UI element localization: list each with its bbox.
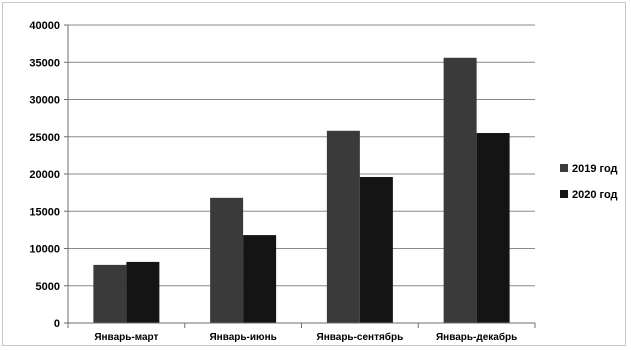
bar-series-1 [210, 197, 244, 323]
bar-series-2 [476, 133, 510, 323]
bar-series-2 [126, 261, 160, 323]
legend-swatch [560, 190, 568, 198]
y-tick-label: 20000 [29, 169, 60, 181]
x-category-label: Январь-сентябрь [317, 331, 404, 343]
axes [64, 24, 536, 328]
y-axis-tick-labels: 0 5000 10000 15000 20000 25000 30000 35000 40000 [29, 20, 60, 330]
y-tick-label: 30000 [29, 95, 60, 107]
y-tick-label: 25000 [29, 132, 60, 144]
y-tick-label: 10000 [29, 244, 60, 256]
legend: 2019 год 2020 год [560, 163, 618, 201]
bar-series-2 [359, 176, 393, 323]
x-category-label: Январь-март [94, 332, 158, 343]
x-category-label: Январь-декабрь [436, 331, 517, 343]
legend-label: 2020 год [572, 189, 618, 201]
y-tick-label: 0 [54, 318, 60, 330]
bar-series-1 [326, 130, 360, 323]
x-category-label: Январь-июнь [209, 332, 276, 343]
x-axis-category-labels: Январь-март Январь-июнь Январь-сентябрь Янв… [94, 331, 517, 343]
bar-series-1 [443, 57, 477, 323]
y-tick-label: 35000 [29, 57, 60, 69]
legend-label: 2019 год [572, 163, 618, 175]
bars [93, 57, 510, 323]
bar-series-1 [93, 264, 127, 323]
legend-swatch [560, 164, 568, 172]
y-tick-label: 40000 [29, 20, 60, 32]
bar-series-2 [243, 235, 277, 323]
y-tick-label: 5000 [36, 281, 60, 293]
y-tick-label: 15000 [29, 206, 60, 218]
